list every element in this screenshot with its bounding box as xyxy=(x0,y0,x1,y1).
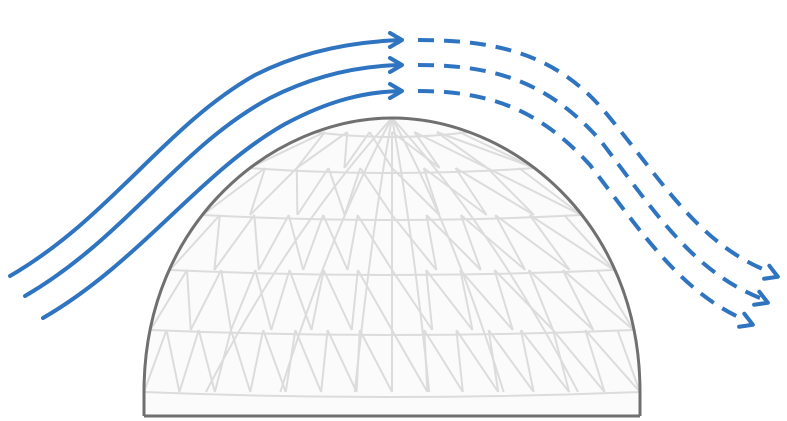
lattice-meridian xyxy=(391,118,505,393)
airflow-lines xyxy=(8,31,780,329)
lattice-meridian xyxy=(391,118,579,393)
dome-outline xyxy=(142,116,642,416)
airflow-solid-line-2 xyxy=(23,63,402,298)
dome-lattice xyxy=(144,118,640,398)
airflow-dashed-line-1 xyxy=(417,38,771,274)
lattice-triangles xyxy=(149,269,635,331)
lattice-meridian xyxy=(391,118,431,393)
lattice-meridian xyxy=(353,118,393,393)
lattice-triangles xyxy=(248,131,536,169)
lattice-triangles xyxy=(169,214,615,271)
airflow-arrowhead-2 xyxy=(388,56,404,74)
airflow-dashed-line-2 xyxy=(417,63,761,300)
airflow-arrowhead-1 xyxy=(388,31,404,49)
lattice-meridian xyxy=(279,118,393,393)
lattice-meridian xyxy=(205,118,393,393)
airflow-dashed-arrowhead-2 xyxy=(752,289,770,307)
airflow-solid-line-1 xyxy=(8,38,402,278)
airflow-dashed-arrowhead-1 xyxy=(762,263,780,281)
airflow-dashed-arrowhead-3 xyxy=(737,311,755,329)
airflow-dashed-line-3 xyxy=(417,89,746,322)
lattice-triangles xyxy=(202,167,582,216)
lattice-ring xyxy=(144,391,640,398)
airflow-arrowhead-3 xyxy=(388,82,404,100)
airflow-solid-line-3 xyxy=(41,89,402,320)
